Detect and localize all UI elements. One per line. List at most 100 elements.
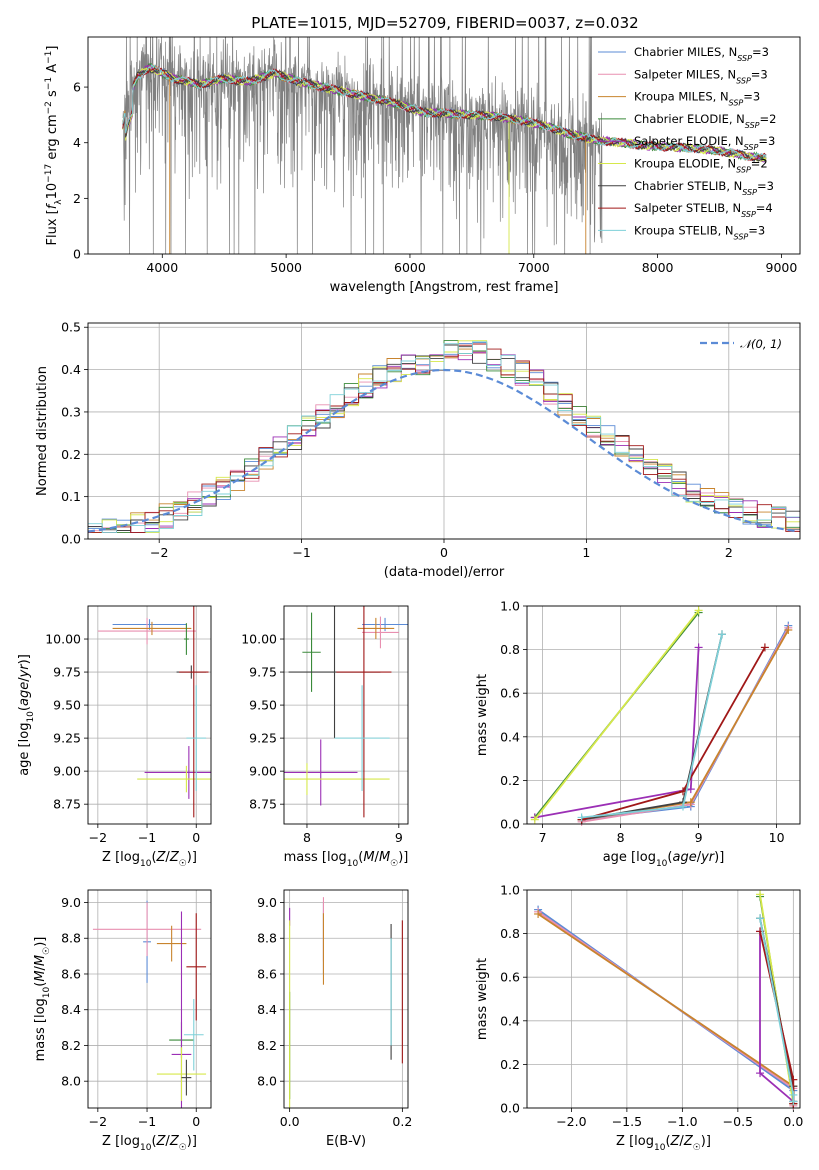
- errorbar: [179, 606, 209, 818]
- ticks: −2 −1 0 8.0 8.2 8.4 8.6 8.8 9.0: [61, 895, 200, 1129]
- errorbar: [97, 617, 197, 645]
- series-point: [694, 643, 703, 652]
- series-point: [756, 1069, 765, 1078]
- series-line: [534, 609, 700, 821]
- errorbar: [186, 913, 207, 1021]
- y-tick-label: 9.75: [53, 665, 81, 680]
- axes-frame: [283, 605, 409, 825]
- series-point: [789, 1097, 798, 1106]
- x-tick-label: 0.0: [280, 1114, 300, 1129]
- errorbar: [181, 1059, 192, 1096]
- errorbar: [183, 623, 189, 655]
- legend-entry: 𝒩(0, 1): [740, 337, 782, 351]
- x-tick-label: 7: [539, 830, 547, 845]
- y-tick-label: 8.6: [61, 966, 81, 981]
- errorbar: [137, 765, 211, 793]
- legend-entry: Salpeter ELODIE, NSSP=3: [634, 134, 775, 152]
- x-tick-label: −1.0: [667, 1114, 697, 1129]
- y-tick-label: 9.0: [257, 895, 277, 910]
- model-spectrum-line: [122, 68, 767, 162]
- y-tick-label: 0: [73, 247, 81, 262]
- mass-weight-vs-age-panel: 7 8 9 10 0.0 0.2 0.4 0.6 0.8 1.0 age [log10(age/yr…: [475, 599, 801, 869]
- y-tick-label: 9.75: [249, 665, 277, 680]
- y-tick-label: 0.8: [500, 926, 520, 941]
- x-tick-label: −1: [138, 830, 156, 845]
- y-tick-label: 8.8: [257, 931, 277, 946]
- x-axis-label: age [log10(age/yr)]: [603, 850, 725, 869]
- axes-frame: [526, 889, 801, 1109]
- y-tick-label: 6: [73, 80, 81, 95]
- x-tick-label: 9: [695, 830, 703, 845]
- residuals-panel: −2 −1 0 1 2 0.0 0.1 0.2 0.3 0.4 0.5 (data-model)/er…: [35, 320, 801, 580]
- grid: [88, 606, 211, 824]
- x-tick-label: 1: [582, 545, 590, 560]
- y-tick-label: 8.4: [61, 1002, 81, 1017]
- y-axis-label: Flux [fλ10−17 erg cm−2 s−1 A−1]: [44, 46, 64, 246]
- residuals-legend: 𝒩(0, 1): [700, 337, 782, 351]
- y-axis-label: age [log10(age/yr)]: [17, 654, 36, 776]
- errorbars: [289, 897, 403, 1108]
- errorbars: [284, 606, 408, 818]
- x-tick-label: 8: [303, 830, 311, 845]
- y-axis-label: mass [log10(M/M☉)]: [33, 937, 52, 1062]
- x-tick-label: 2: [725, 545, 733, 560]
- y-tick-label: 0.4: [500, 729, 520, 744]
- series-point: [534, 909, 543, 918]
- y-tick-label: 8.8: [61, 931, 81, 946]
- axes-frame: [87, 322, 801, 540]
- y-tick-label: 8.0: [61, 1074, 81, 1089]
- y-tick-label: 0.8: [500, 642, 520, 657]
- grid: [88, 890, 211, 1108]
- axes-frame: [87, 605, 212, 825]
- series-point: [756, 914, 765, 923]
- axes-frame: [283, 889, 409, 1109]
- axes-frame: [87, 36, 801, 255]
- ticks: −2 −1 0 8.75 9.00 9.25 9.50 9.75 10.00: [45, 632, 200, 845]
- y-tick-label: 8.2: [257, 1038, 277, 1053]
- axes-frame: [526, 605, 801, 825]
- grid: [527, 605, 800, 825]
- series-point: [530, 815, 539, 824]
- x-tick-label: 7000: [518, 260, 550, 275]
- figure-title: PLATE=1015, MJD=52709, FIBERID=0037, z=0…: [251, 14, 638, 32]
- series-line: [581, 634, 723, 819]
- series-point: [679, 802, 687, 811]
- y-tick-label: 0.2: [500, 773, 520, 788]
- y-tick-label: 8.75: [53, 797, 81, 812]
- mass-weight-vs-metallicity-panel: −2.0 −1.5 −1.0 −0.5 0.0 0.0 0.2 0.4 0.6 0.8 1.0 Z […: [475, 883, 803, 1154]
- series-point: [718, 630, 726, 639]
- series-point: [756, 890, 765, 899]
- y-tick-label: 9.00: [53, 764, 81, 779]
- series: [530, 606, 793, 826]
- y-tick-label: 1.0: [500, 599, 520, 614]
- errorbar: [336, 606, 392, 818]
- series-line: [537, 913, 795, 1104]
- errorbar: [183, 999, 204, 1071]
- x-tick-label: 0: [192, 830, 200, 845]
- legend-entry: Chabrier MILES, NSSP=3: [634, 45, 769, 63]
- y-tick-label: 0.0: [61, 532, 81, 547]
- y-tick-label: 10.00: [241, 632, 277, 647]
- x-axis-label: (data-model)/error: [384, 565, 505, 580]
- x-axis-label: wavelength [Angstrom, rest frame]: [330, 280, 559, 295]
- axes-frame: [87, 889, 212, 1109]
- y-tick-label: 0.4: [61, 362, 81, 377]
- x-axis-label: Z [log10(Z/Z☉)]: [102, 1134, 197, 1153]
- mass-vs-metallicity-panel: −2 −1 0 8.0 8.2 8.4 8.6 8.8 9.0 Z [log10(Z/Z☉)] ma…: [33, 889, 212, 1153]
- x-tick-label: −2: [89, 830, 107, 845]
- errorbar: [284, 739, 358, 806]
- y-tick-label: 9.50: [53, 698, 81, 713]
- y-tick-label: 0.6: [500, 970, 520, 985]
- x-tick-label: −1: [138, 1114, 156, 1129]
- errorbar: [156, 1047, 207, 1101]
- errorbar: [362, 617, 408, 632]
- errorbar: [171, 911, 192, 1108]
- mass-vs-extinction-panel: 0.0 0.2 8.0 8.2 8.4 8.6 8.8 9.0 E(B-V): [257, 889, 412, 1149]
- y-tick-label: 1.0: [500, 883, 520, 898]
- legend-entry: Salpeter STELIB, NSSP=4: [634, 201, 773, 219]
- x-tick-label: −2.0: [556, 1114, 586, 1129]
- y-tick-label: 8.2: [61, 1038, 81, 1053]
- legend-entry: Salpeter MILES, NSSP=3: [634, 67, 768, 85]
- x-tick-label: −2: [89, 1114, 107, 1129]
